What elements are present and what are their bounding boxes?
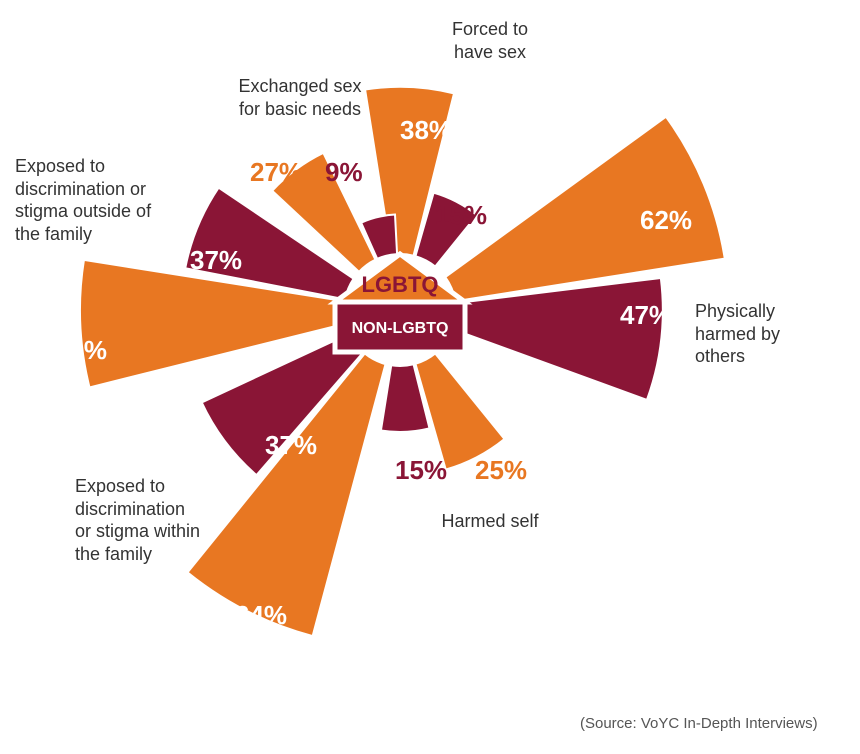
pct-nonlgbtq-harmed-self: 15% [395,455,447,486]
polar-chart-svg: LGBTQ NON-LGBTQ [0,0,860,754]
label-exchanged-sex: Exchanged sexfor basic needs [210,75,390,120]
pct-nonlgbtq-exchanged-sex: 9% [325,157,363,188]
pct-lgbtq-stigma-outside: 60% [55,335,107,366]
label-harmed-self: Harmed self [410,510,570,533]
pct-lgbtq-physically-harmed: 62% [640,205,692,236]
pct-nonlgbtq-forced-sex: 15% [435,200,487,231]
pct-nonlgbtq-physically-harmed: 47% [620,300,672,331]
label-stigma-outside-family: Exposed todiscrimination orstigma outsid… [15,155,225,245]
pct-lgbtq-exchanged-sex: 27% [250,157,302,188]
label-stigma-within-family: Exposed todiscriminationor stigma within… [75,475,275,565]
pct-nonlgbtq-stigma-outside: 37% [190,245,242,276]
label-forced-sex: Forced tohave sex [410,18,570,63]
pct-nonlgbtq-stigma-within: 37% [265,430,317,461]
label-physically-harmed: Physicallyharmed byothers [695,300,845,368]
source-attribution: (Source: VoYC In-Depth Interviews) [580,715,818,732]
pct-lgbtq-stigma-within: 64% [235,600,287,631]
pct-lgbtq-harmed-self: 25% [475,455,527,486]
legend-non-lgbtq: NON-LGBTQ [352,320,449,337]
chart-stage: LGBTQ NON-LGBTQ Forced tohave sex Physica… [0,0,860,754]
pct-lgbtq-forced-sex: 38% [400,115,452,146]
legend-lgbtq: LGBTQ [362,272,439,297]
